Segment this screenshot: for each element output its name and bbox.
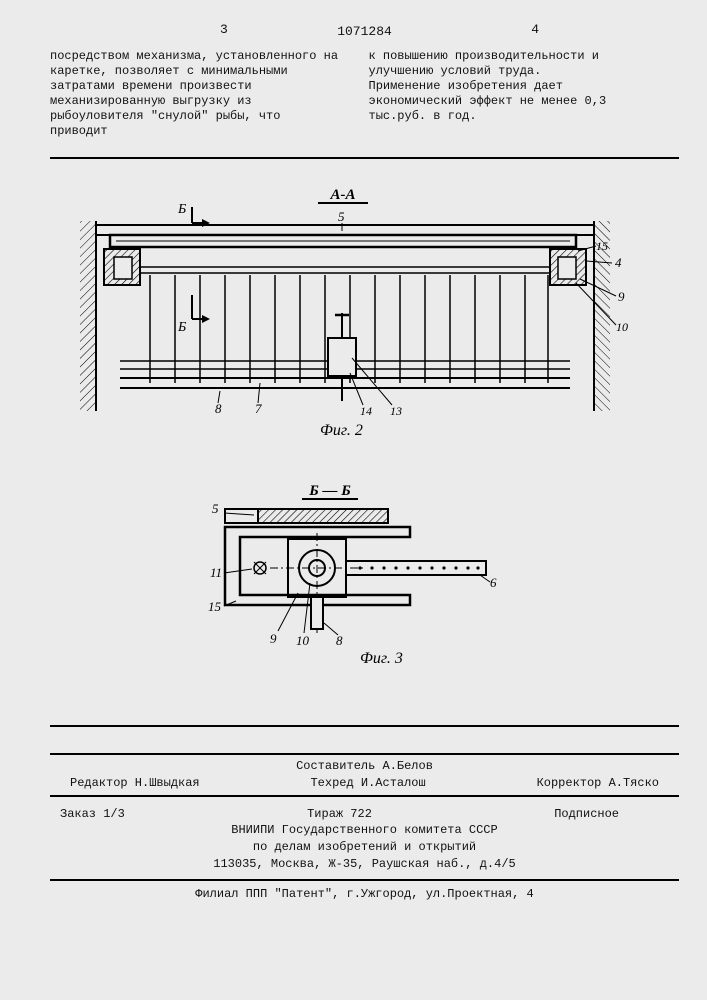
order-podpis: Подписное: [554, 806, 619, 823]
fig2-b-top: Б: [177, 202, 186, 217]
fig2-leader-8: 8: [215, 401, 222, 416]
fig3-leader-6: 6: [490, 575, 497, 590]
fig2-group: А-А: [80, 187, 628, 439]
footer: Филиал ППП "Патент", г.Ужгород, ул.Проек…: [50, 881, 679, 901]
fig2-leader-10: 10: [616, 320, 628, 334]
order-org2: по делам изобретений и открытий: [50, 839, 679, 856]
right-column: к повышению производительности и улучшен…: [369, 49, 662, 139]
fig3-caption: Фиг. 3: [360, 650, 403, 667]
fig3-leader-11: 11: [210, 565, 222, 580]
doc-number: 1071284: [50, 24, 679, 39]
body-columns: посредством механизма, установленного на…: [50, 49, 679, 139]
fig2-leader-9: 9: [618, 289, 625, 304]
order-num: Заказ 1/3: [60, 806, 125, 823]
order-org1: ВНИИПИ Государственного комитета СССР: [50, 822, 679, 839]
credits-compiler: Составитель А.Белов: [50, 758, 679, 775]
credits-editor: Редактор Н.Швыдкая: [70, 775, 200, 792]
fig2-b-bot: Б: [177, 320, 186, 335]
left-column: посредством механизма, установленного на…: [50, 49, 343, 139]
fig2-leader-13: 13: [390, 404, 402, 418]
fig3-leader-8: 8: [336, 633, 343, 648]
fig2-leader-15: 15: [596, 239, 608, 253]
order-tirazh: Тираж 722: [307, 806, 372, 823]
order-addr: 113035, Москва, Ж-35, Раушская наб., д.4…: [50, 856, 679, 873]
order-block: Заказ 1/3 Тираж 722 Подписное ВНИИПИ Гос…: [50, 803, 679, 881]
fig3-leader-9: 9: [270, 631, 277, 646]
fig3-group: Б — Б: [208, 483, 497, 667]
fig2-leader-4: 4: [615, 255, 622, 270]
figures-svg: А-А: [60, 183, 660, 733]
credits-corrector: Корректор А.Тяско: [537, 775, 659, 792]
fig2-caption: Фиг. 2: [320, 422, 363, 439]
fig2-leader-14: 14: [360, 404, 372, 418]
fig3-section-label: Б — Б: [308, 483, 351, 499]
fig3-leader-5: 5: [212, 501, 219, 516]
fig2-leader-5: 5: [338, 209, 345, 224]
fig2-leader-7: 7: [255, 401, 262, 416]
figure-block: А-А: [50, 157, 679, 727]
credits-techred: Техред И.Асталош: [310, 775, 425, 792]
fig3-leader-15: 15: [208, 599, 222, 614]
fig2-section-label: А-А: [329, 187, 355, 203]
right-col-num: 4: [531, 22, 539, 37]
page: 3 4 1071284 посредством механизма, устан…: [0, 0, 707, 1000]
left-col-num: 3: [220, 22, 228, 37]
fig3-leader-10: 10: [296, 633, 310, 648]
credits-block: Составитель А.Белов Редактор Н.Швыдкая Т…: [50, 753, 679, 797]
